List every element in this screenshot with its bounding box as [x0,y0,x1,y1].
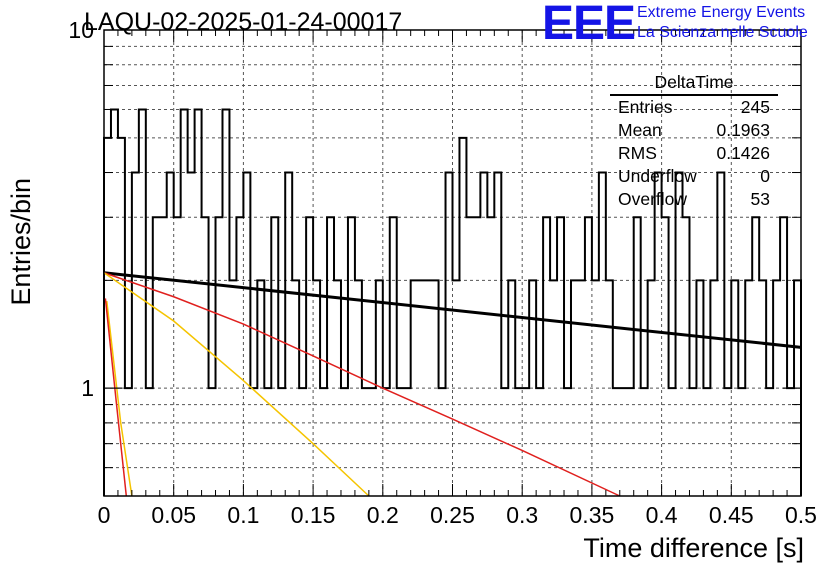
fit-curve-4 [104,298,128,497]
stats-label: Mean [618,120,662,140]
stats-value: 245 [740,97,770,117]
stats-value: 0.1426 [716,143,770,163]
stats-row-rms: RMS 0.1426 [606,142,778,165]
x-tick-label: 0.15 [291,502,336,528]
logo-subtitle-1: Extreme Energy Events [637,4,806,21]
x-tick-label: 0.25 [430,502,475,528]
fit-curve-1 [103,272,621,497]
x-tick-label: 0.4 [646,502,678,528]
stats-value: 0 [760,166,770,186]
x-tick-label: 0.05 [151,502,196,528]
chart-title: LAQU-02-2025-01-24-00017 [84,8,403,36]
x-tick-label: 0.35 [570,502,615,528]
stats-value: 53 [750,189,770,209]
stats-row-entries: Entries 245 [606,96,778,119]
x-tick-label: 0.1 [227,502,259,528]
stats-title: DeltaTime [610,70,778,96]
stats-label: RMS [618,143,657,163]
fit-curve-2 [103,272,370,497]
y-tick-label: 10 [68,17,94,43]
stats-row-overflow: Overflow 53 [606,188,778,211]
y-axis-label: Entries/bin [6,178,36,306]
x-tick-label: 0.45 [709,502,754,528]
x-tick-label: 0.5 [785,502,817,528]
y-tick-label: 1 [81,375,94,401]
stats-box: DeltaTime Entries 245 Mean 0.1963 RMS 0.… [606,70,778,211]
stats-label: Underflow [618,166,697,186]
fit-curve-3 [106,301,133,497]
stats-value: 0.1963 [716,120,770,140]
logo-subtitle-2: La Scienza nelle Scuole [637,24,808,41]
fit-curve-0 [103,271,802,349]
histogram-series [103,108,802,496]
x-tick-label: 0 [98,502,111,528]
eee-logo: EEE [542,0,636,50]
stats-label: Overflow [618,189,688,209]
stats-row-underflow: Underflow 0 [606,165,778,188]
x-tick-label: 0.3 [506,502,538,528]
x-tick-label: 0.2 [367,502,399,528]
stats-label: Entries [618,97,673,117]
x-axis-label: Time difference [s] [583,533,804,563]
stats-row-mean: Mean 0.1963 [606,119,778,142]
